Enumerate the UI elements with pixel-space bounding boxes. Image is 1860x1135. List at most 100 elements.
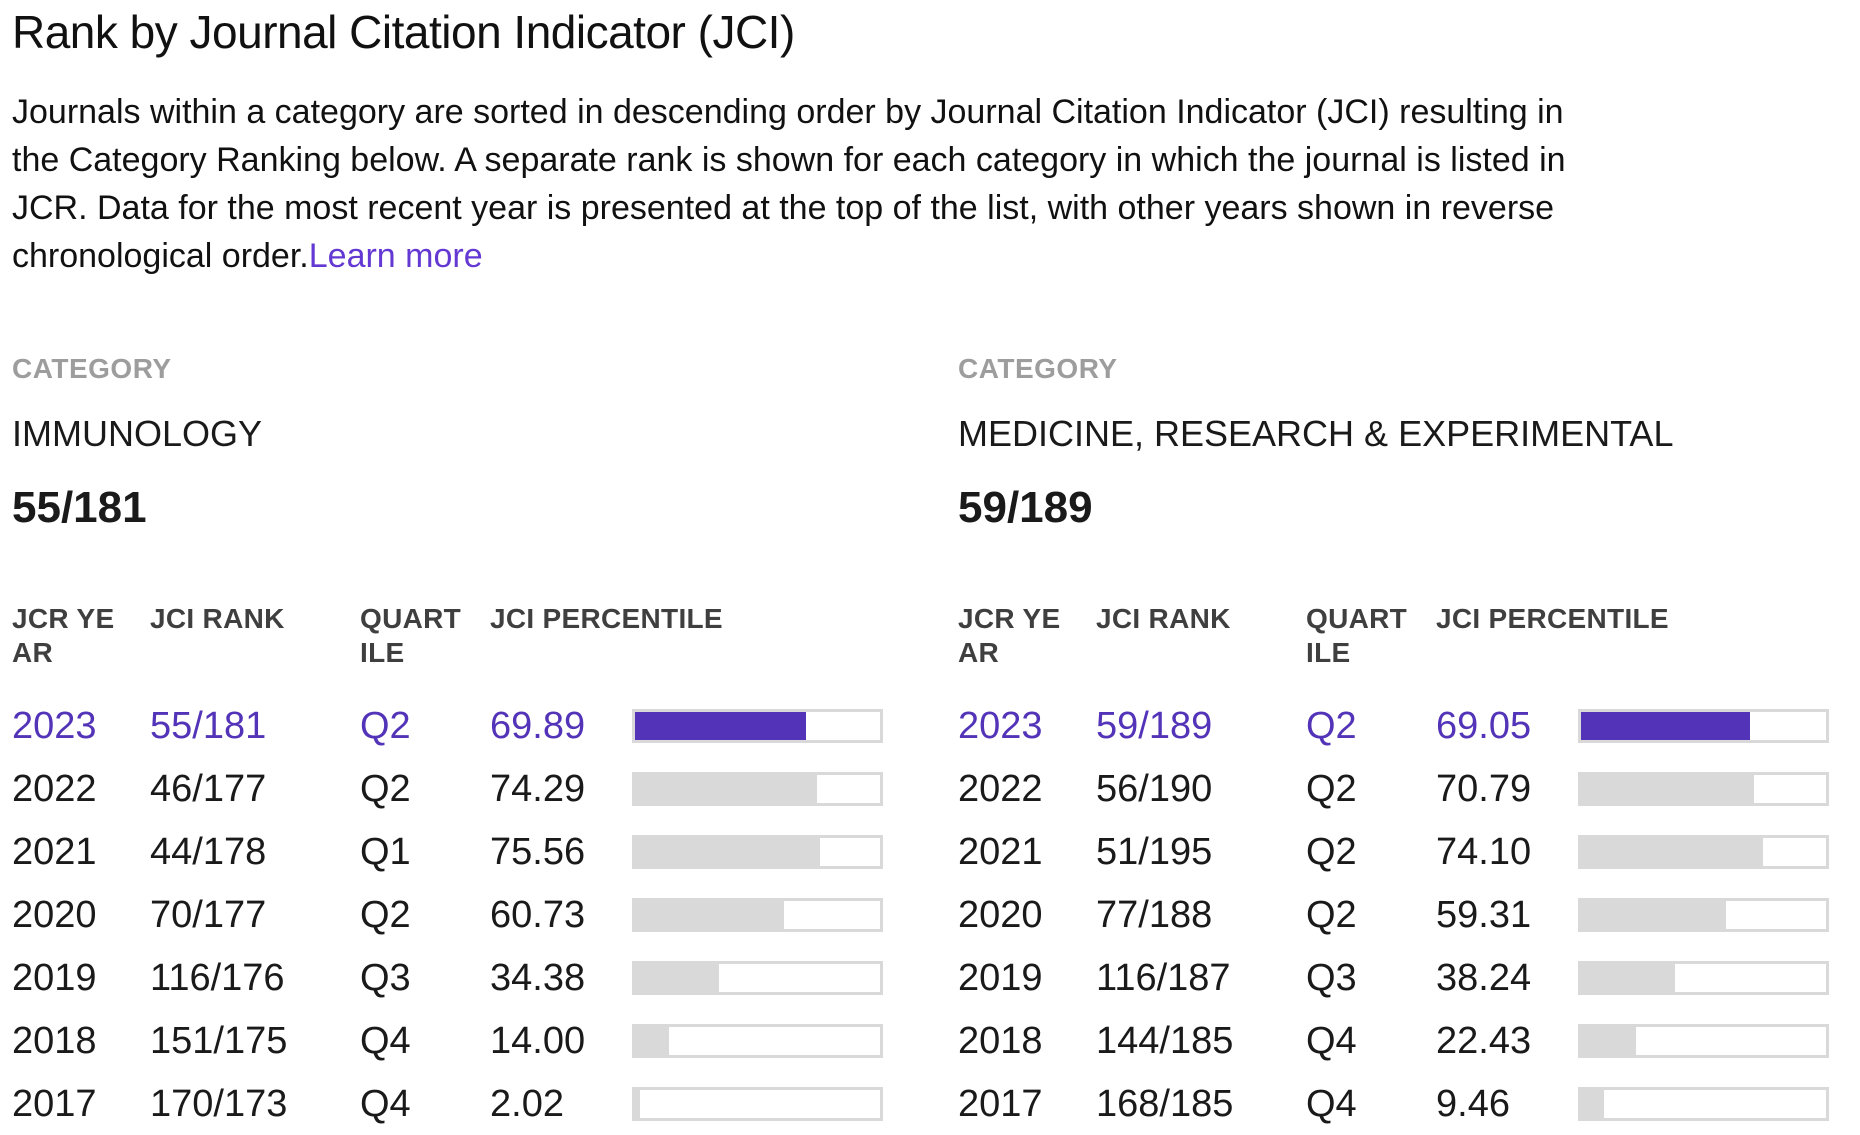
jci-rank-value: 46/177 bbox=[150, 767, 267, 810]
learn-more-link[interactable]: Learn more bbox=[308, 237, 483, 275]
jcr-year-value: 2022 bbox=[958, 767, 1043, 810]
quartile-value: Q4 bbox=[1306, 1019, 1357, 1062]
page-title: Rank by Journal Citation Indicator (JCI) bbox=[12, 6, 795, 58]
jci-percentile-value[interactable]: 69.89 bbox=[490, 704, 586, 747]
jci-rank-value: 116/187 bbox=[1096, 956, 1231, 999]
table-row: 2017 170/173 Q4 2.02 bbox=[12, 1072, 958, 1135]
table-row: 2019 116/176 Q3 34.38 bbox=[12, 946, 958, 1009]
jci-percentile-value: 75.56 bbox=[490, 830, 586, 873]
jci-percentile-value: 74.29 bbox=[490, 767, 586, 810]
jci-rank-value: 51/195 bbox=[1096, 830, 1213, 873]
jci-percentile-value: 22.43 bbox=[1436, 1019, 1532, 1062]
jci-rank-value: 170/173 bbox=[150, 1082, 288, 1125]
category-panel-medicine-research: CATEGORY MEDICINE, RESEARCH & EXPERIMENT… bbox=[958, 352, 1860, 1135]
jcr-year-value[interactable]: 2023 bbox=[12, 704, 97, 747]
jci-rank-value: 44/178 bbox=[150, 830, 267, 873]
jci-percentile-value: 2.02 bbox=[490, 1082, 564, 1125]
jci-rank-value: 144/185 bbox=[1096, 1019, 1234, 1062]
category-label: CATEGORY bbox=[12, 353, 172, 384]
jcr-year-value[interactable]: 2023 bbox=[958, 704, 1043, 747]
jci-rank-value: 77/188 bbox=[1096, 893, 1213, 936]
table-row: 2020 77/188 Q2 59.31 bbox=[958, 883, 1860, 946]
jci-percentile-bar-fill bbox=[1581, 1089, 1605, 1118]
quartile-value: Q3 bbox=[360, 956, 411, 999]
table-row: 2019 116/187 Q3 38.24 bbox=[958, 946, 1860, 1009]
header-quartile: QUARTILE bbox=[1306, 603, 1408, 668]
jcr-year-value: 2020 bbox=[958, 893, 1043, 936]
category-name: MEDICINE, RESEARCH & EXPERIMENTAL bbox=[958, 413, 1674, 454]
jci-percentile-bar bbox=[632, 1086, 883, 1121]
quartile-value: Q1 bbox=[360, 830, 411, 873]
jci-percentile-value: 74.10 bbox=[1436, 830, 1532, 873]
jci-percentile-bar bbox=[1578, 897, 1829, 932]
jci-rank-value: 151/175 bbox=[150, 1019, 288, 1062]
jci-percentile-bar-fill bbox=[635, 711, 807, 740]
table-row: 2022 46/177 Q2 74.29 bbox=[12, 757, 958, 820]
table-row: 2017 168/185 Q4 9.46 bbox=[958, 1072, 1860, 1135]
header-jci-percentile: JCI PERCENTILE bbox=[1436, 603, 1669, 634]
jci-percentile-bar-fill bbox=[1581, 1026, 1636, 1055]
table-body: 2023 59/189 Q2 69.05 2022 56/190 Q2 70.7… bbox=[958, 694, 1860, 1135]
jci-percentile-bar bbox=[632, 960, 883, 995]
jcr-year-value: 2018 bbox=[958, 1019, 1043, 1062]
quartile-value: Q4 bbox=[360, 1019, 411, 1062]
table-header-row: JCR YEAR JCI RANK QUARTILE JCI PERCENTIL… bbox=[958, 602, 1860, 670]
quartile-value: Q3 bbox=[1306, 956, 1357, 999]
jci-percentile-bar-fill bbox=[1581, 963, 1675, 992]
jci-percentile-value: 9.46 bbox=[1436, 1082, 1510, 1125]
quartile-value: Q4 bbox=[1306, 1082, 1357, 1125]
jci-percentile-bar-fill bbox=[635, 1089, 640, 1118]
jci-percentile-bar-fill bbox=[635, 900, 784, 929]
category-name: IMMUNOLOGY bbox=[12, 413, 263, 454]
jci-percentile-bar-fill bbox=[635, 837, 821, 866]
jci-percentile-value: 60.73 bbox=[490, 893, 586, 936]
quartile-value: Q2 bbox=[360, 893, 411, 936]
jci-percentile-bar bbox=[1578, 1086, 1829, 1121]
jci-rank-value: 116/176 bbox=[150, 956, 285, 999]
intro-paragraph: Journals within a category are sorted in… bbox=[12, 88, 1567, 280]
quartile-value: Q2 bbox=[360, 767, 411, 810]
jci-percentile-bar bbox=[1578, 960, 1829, 995]
jci-percentile-bar bbox=[632, 708, 883, 743]
jci-percentile-bar-fill bbox=[1581, 711, 1751, 740]
jci-percentile-bar-fill bbox=[635, 774, 817, 803]
jci-rank-table: JCR YEAR JCI RANK QUARTILE JCI PERCENTIL… bbox=[958, 602, 1860, 1135]
jci-rank-value: 70/177 bbox=[150, 893, 267, 936]
jcr-year-value: 2019 bbox=[958, 956, 1043, 999]
jci-percentile-value[interactable]: 69.05 bbox=[1436, 704, 1532, 747]
jci-percentile-value: 38.24 bbox=[1436, 956, 1532, 999]
quartile-value[interactable]: Q2 bbox=[360, 704, 411, 747]
table-row: 2021 44/178 Q1 75.56 bbox=[12, 820, 958, 883]
table-row: 2018 144/185 Q4 22.43 bbox=[958, 1009, 1860, 1072]
jci-percentile-bar bbox=[632, 771, 883, 806]
jci-percentile-value: 70.79 bbox=[1436, 767, 1532, 810]
jci-percentile-bar-fill bbox=[1581, 837, 1763, 866]
jci-percentile-value: 59.31 bbox=[1436, 893, 1532, 936]
category-rank: 59/189 bbox=[958, 483, 1093, 532]
quartile-value: Q4 bbox=[360, 1082, 411, 1125]
jcr-year-value: 2020 bbox=[12, 893, 97, 936]
table-row: 2018 151/175 Q4 14.00 bbox=[12, 1009, 958, 1072]
jci-percentile-bar bbox=[1578, 1023, 1829, 1058]
jci-percentile-bar-fill bbox=[1581, 900, 1727, 929]
jcr-year-value: 2018 bbox=[12, 1019, 97, 1062]
jci-rank-value: 56/190 bbox=[1096, 767, 1213, 810]
category-panel-immunology: CATEGORY IMMUNOLOGY 55/181 JCR YEAR JCI … bbox=[12, 352, 958, 1135]
jci-rank-value[interactable]: 55/181 bbox=[150, 704, 267, 747]
jci-rank-table: JCR YEAR JCI RANK QUARTILE JCI PERCENTIL… bbox=[12, 602, 958, 1135]
table-row: 2023 55/181 Q2 69.89 bbox=[12, 694, 958, 757]
intro-text: Journals within a category are sorted in… bbox=[12, 93, 1566, 275]
quartile-value: Q2 bbox=[1306, 767, 1357, 810]
header-jcr-year: JCR YEAR bbox=[958, 603, 1061, 668]
category-label: CATEGORY bbox=[958, 353, 1118, 384]
jci-rank-value: 168/185 bbox=[1096, 1082, 1234, 1125]
jcr-year-value: 2019 bbox=[12, 956, 97, 999]
jcr-year-value: 2017 bbox=[958, 1082, 1043, 1125]
quartile-value[interactable]: Q2 bbox=[1306, 704, 1357, 747]
jcr-year-value: 2022 bbox=[12, 767, 97, 810]
jci-percentile-bar bbox=[632, 834, 883, 869]
jci-rank-value[interactable]: 59/189 bbox=[1096, 704, 1213, 747]
category-rank: 55/181 bbox=[12, 483, 147, 532]
jcr-year-value: 2017 bbox=[12, 1082, 97, 1125]
